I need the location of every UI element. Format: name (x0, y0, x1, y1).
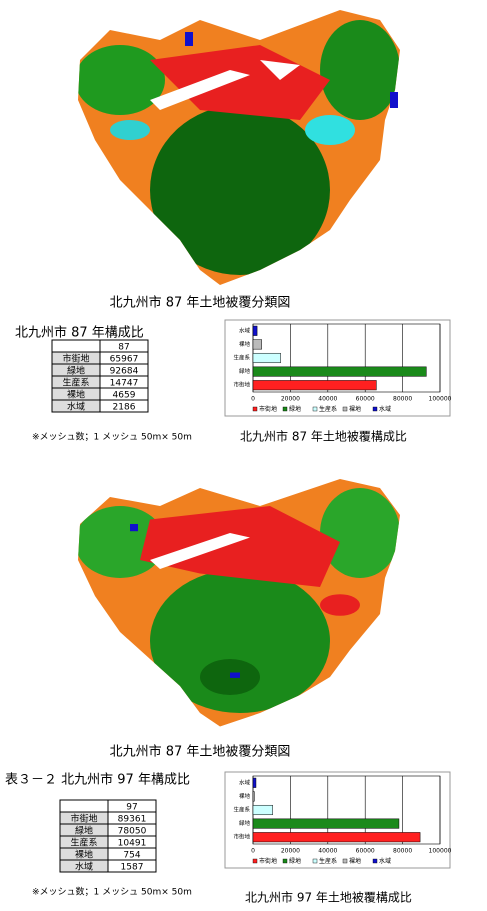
table-value: 754 (123, 851, 140, 861)
table-value: 14747 (110, 379, 139, 389)
bar (252, 352, 281, 364)
legend-label: 生産系 (319, 405, 337, 413)
legend-label: 裸地 (349, 857, 361, 865)
table-label: 裸地 (67, 389, 85, 401)
table-label: 生産系 (70, 837, 97, 849)
table-value: 78050 (118, 827, 147, 837)
table-value: 2186 (113, 403, 136, 413)
table-value-cell (107, 859, 157, 873)
table-label: 水域 (75, 861, 93, 873)
table-label: 裸地 (75, 849, 93, 861)
x-tick-label: 100000 (429, 848, 452, 855)
table-label: 生産系 (62, 377, 89, 389)
legend-label: 水域 (379, 857, 391, 865)
y-tick-label: 生産系 (233, 354, 250, 362)
y-tick-label: 裸地 (239, 340, 251, 348)
table-value: 4659 (113, 391, 136, 401)
legend-swatch (372, 858, 378, 864)
bar (252, 804, 273, 816)
legend-label: 市街地 (259, 405, 277, 413)
table-label: 緑地 (75, 825, 93, 837)
legend-swatch (312, 858, 318, 864)
table-header: 87 (118, 343, 129, 353)
bar (252, 380, 377, 391)
table-value: 65967 (110, 355, 139, 365)
x-tick-label: 40000 (318, 848, 337, 855)
table-label: 緑地 (67, 365, 85, 377)
table-value: 10491 (118, 839, 147, 849)
table-label: 市街地 (70, 813, 97, 825)
legend-swatch (342, 858, 348, 864)
note: ※メッシュ数；1 メッシュ 50m× 50m (32, 886, 192, 898)
note: ※メッシュ数；1 メッシュ 50m× 50m (32, 431, 192, 443)
chart-title: 北九州市 87 年土地被覆構成比 (240, 429, 407, 444)
table-label: 市街地 (62, 353, 89, 365)
y-tick-label: 水域 (239, 326, 251, 334)
x-tick-label: 40000 (318, 396, 337, 403)
y-tick-label: 緑地 (239, 367, 251, 375)
legend-swatch (252, 858, 258, 864)
x-tick-label: 80000 (393, 396, 412, 403)
map-caption: 北九州市 87 年土地被覆分類図 (110, 744, 291, 760)
legend-swatch (312, 406, 318, 412)
map-caption: 北九州市 87 年土地被覆分類図 (110, 295, 291, 311)
legend-label: 裸地 (349, 405, 361, 413)
x-tick-label: 80000 (393, 848, 412, 855)
x-tick-label: 100000 (429, 396, 452, 403)
table-value: 89361 (118, 815, 147, 825)
y-tick-label: 市街地 (233, 381, 250, 389)
legend-label: 市街地 (259, 857, 277, 865)
x-tick-label: 0 (251, 396, 255, 403)
y-tick-label: 生産系 (233, 806, 250, 814)
legend-label: 水域 (379, 405, 391, 413)
x-tick-label: 20000 (281, 396, 300, 403)
bar (252, 791, 255, 802)
chart-title: 北九州市 97 年土地被覆構成比 (245, 890, 412, 905)
legend-swatch (252, 406, 258, 412)
land-cover-map (78, 479, 400, 727)
y-tick-label: 緑地 (239, 819, 251, 827)
y-tick-label: 裸地 (239, 792, 251, 800)
table-title: 表３－２ 北九州市 97 年構成比 (5, 772, 190, 788)
legend-label: 生産系 (319, 857, 337, 865)
x-tick-label: 60000 (356, 848, 375, 855)
table-title: 北九州市 87 年構成比 (15, 325, 144, 341)
bar (252, 818, 400, 829)
legend-swatch (372, 406, 378, 412)
bar (252, 777, 257, 788)
legend-label: 緑地 (289, 857, 301, 865)
x-tick-label: 20000 (281, 848, 300, 855)
y-tick-label: 水域 (239, 778, 251, 786)
table-value-cell (99, 399, 149, 413)
bar (252, 366, 427, 377)
legend-swatch (342, 406, 348, 412)
legend-swatch (282, 406, 288, 412)
table-header: 97 (126, 803, 137, 813)
legend-swatch (282, 858, 288, 864)
y-tick-label: 市街地 (233, 833, 250, 841)
x-tick-label: 0 (251, 848, 255, 855)
bar (252, 339, 262, 350)
land-cover-map (78, 10, 400, 285)
bar (252, 325, 258, 336)
table-value: 1587 (121, 863, 144, 873)
x-tick-label: 60000 (356, 396, 375, 403)
bar (252, 832, 421, 843)
table-label: 水域 (67, 401, 85, 413)
legend-label: 緑地 (289, 405, 301, 413)
table-value: 92684 (110, 367, 139, 377)
